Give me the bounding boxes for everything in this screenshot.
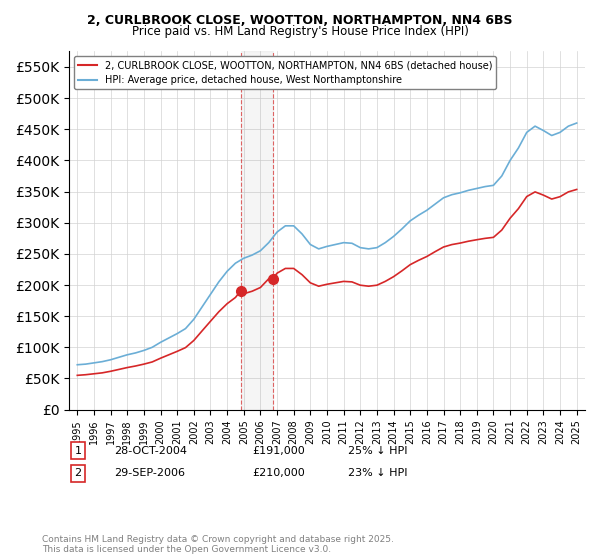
Text: 2: 2: [269, 74, 277, 85]
Text: £210,000: £210,000: [252, 468, 305, 478]
Text: Contains HM Land Registry data © Crown copyright and database right 2025.
This d: Contains HM Land Registry data © Crown c…: [42, 535, 394, 554]
Legend: 2, CURLBROOK CLOSE, WOOTTON, NORTHAMPTON, NN4 6BS (detached house), HPI: Average: 2, CURLBROOK CLOSE, WOOTTON, NORTHAMPTON…: [74, 56, 496, 89]
Text: 25% ↓ HPI: 25% ↓ HPI: [348, 446, 407, 456]
Text: Price paid vs. HM Land Registry's House Price Index (HPI): Price paid vs. HM Land Registry's House …: [131, 25, 469, 38]
Text: 28-OCT-2004: 28-OCT-2004: [114, 446, 187, 456]
Text: 2: 2: [74, 468, 82, 478]
Text: 23% ↓ HPI: 23% ↓ HPI: [348, 468, 407, 478]
Text: 1: 1: [74, 446, 82, 456]
Text: 29-SEP-2006: 29-SEP-2006: [114, 468, 185, 478]
Bar: [241, 52, 273, 409]
Text: £191,000: £191,000: [252, 446, 305, 456]
Text: 1: 1: [238, 74, 244, 85]
Text: 2, CURLBROOK CLOSE, WOOTTON, NORTHAMPTON, NN4 6BS: 2, CURLBROOK CLOSE, WOOTTON, NORTHAMPTON…: [87, 14, 513, 27]
